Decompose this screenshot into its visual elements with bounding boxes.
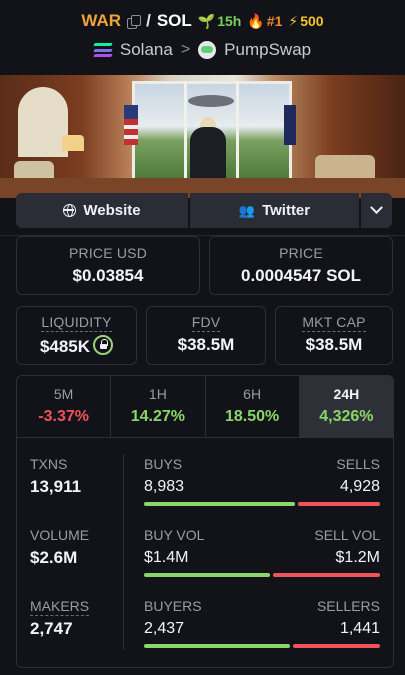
liquidity-value: $485K (39, 337, 91, 356)
tab-6h[interactable]: 6H 18.50% (206, 376, 300, 437)
trending-rank: #1 (266, 13, 283, 29)
price-change-value: 4,326% (319, 408, 374, 425)
volume-stat: VOLUME $2.6M (30, 527, 89, 568)
chain-link[interactable]: Solana (119, 40, 173, 59)
website-button[interactable]: Website (16, 193, 188, 228)
buys-sells-stat: BUYS SELLS 8,983 4,928 (144, 456, 380, 506)
sell-vol-value: $1.2M (335, 549, 380, 566)
users-icon: 👥 (238, 202, 256, 218)
makers-value: 2,747 (30, 619, 73, 638)
fdv-value: $38.5M (177, 335, 235, 354)
price-usd-value: $0.03854 (72, 266, 144, 285)
buy-sell-volume-stat: BUY VOL SELL VOL $1.4M $1.2M (144, 527, 380, 577)
tab-label: 5M (53, 386, 74, 402)
tab-24h[interactable]: 24H 4,326% (299, 376, 393, 437)
price-change-value: -3.37% (38, 408, 89, 425)
pumpswap-logo-icon (198, 41, 217, 59)
price-usd-label: PRICE USD (68, 245, 148, 261)
buy-vol-value: $1.4M (144, 549, 189, 566)
buyers-sellers-bar (144, 644, 380, 648)
tab-label: 24H (333, 386, 360, 402)
txns-stat: TXNS 13,911 (30, 456, 81, 497)
fdv-card: FDV $38.5M (146, 306, 266, 365)
token-banner-image (0, 75, 405, 198)
chevron-down-icon (370, 201, 383, 215)
liquidity-card: LIQUIDITY $485K (16, 306, 137, 365)
volume-value: $2.6M (30, 548, 78, 567)
lightning-icon: ⚡ (288, 12, 299, 29)
txns-value: 13,911 (30, 477, 82, 496)
buyers-label: BUYERS (144, 598, 202, 614)
token-symbol[interactable]: WAR (81, 11, 122, 30)
fdv-label[interactable]: FDV (191, 314, 221, 332)
txns-label: TXNS (30, 456, 68, 472)
buys-sells-bar (144, 502, 380, 506)
boost-count: 500 (300, 13, 324, 29)
pair-header: WAR / SOL 🌱 15h 🔥 #1 ⚡ 500 Solana > PumpSwa… (0, 0, 405, 75)
copy-icon[interactable] (127, 14, 142, 29)
sells-value: 4,928 (339, 478, 380, 495)
breadcrumb-chevron-icon: > (180, 41, 191, 58)
pair-separator: / (146, 11, 151, 30)
price-change-value: 14.27% (130, 408, 185, 425)
twitter-button[interactable]: 👥 Twitter (190, 193, 359, 228)
tab-label: 6H (243, 386, 262, 402)
tab-1h[interactable]: 1H 14.27% (111, 376, 206, 437)
makers-label[interactable]: MAKERS (30, 598, 90, 616)
stats-grid: TXNS 13,911 VOLUME $2.6M MAKERS 2,747 BU… (17, 438, 393, 667)
buyers-value: 2,437 (144, 620, 185, 637)
market-cap-card: MKT CAP $38.5M (275, 306, 393, 365)
sell-vol-label: SELL VOL (314, 527, 380, 543)
sells-label: SELLS (336, 456, 380, 472)
sellers-bar-fill (293, 644, 380, 648)
globe-icon (63, 204, 77, 217)
solana-logo-icon (93, 43, 113, 57)
lock-icon[interactable] (93, 335, 114, 355)
price-native-card: PRICE 0.0004547 SOL (209, 236, 393, 295)
buyers-bar-fill (144, 644, 290, 648)
sellers-value: 1,441 (339, 620, 380, 637)
breadcrumb: Solana > PumpSwap (0, 40, 405, 60)
buys-label: BUYS (144, 456, 183, 472)
sell-vol-bar-fill (273, 573, 380, 577)
tab-label: 1H (148, 386, 167, 402)
buy-vol-label: BUY VOL (144, 527, 205, 543)
price-native-value: 0.0004547 SOL (240, 266, 362, 285)
pair-age: 15h (217, 13, 242, 29)
tab-5m[interactable]: 5M -3.37% (17, 376, 112, 437)
pair-age-badge: 🌱 15h (198, 13, 242, 30)
dex-link[interactable]: PumpSwap (224, 40, 312, 59)
timeframe-tabs: 5M -3.37% 1H 14.27% 6H 18.50% 24H 4,326% (17, 376, 393, 438)
website-label: Website (83, 202, 141, 219)
more-links-button[interactable] (361, 193, 392, 228)
buys-value: 8,983 (144, 478, 185, 495)
social-links: Website 👥 Twitter (16, 193, 392, 228)
market-cap-label[interactable]: MKT CAP (302, 314, 366, 332)
section-divider (0, 235, 405, 236)
price-change-value: 18.50% (224, 408, 280, 425)
pair-title-row: WAR / SOL 🌱 15h 🔥 #1 ⚡ 500 (0, 11, 405, 31)
twitter-label: Twitter (262, 202, 311, 219)
market-cap-value: $38.5M (305, 335, 363, 354)
buys-bar-fill (144, 502, 295, 506)
price-usd-card: PRICE USD $0.03854 (16, 236, 200, 295)
price-native-label: PRICE (279, 245, 323, 261)
sells-bar-fill (298, 502, 380, 506)
buy-vol-bar-fill (144, 573, 270, 577)
liquidity-label[interactable]: LIQUIDITY (41, 314, 112, 332)
trending-rank-badge[interactable]: 🔥 #1 (247, 13, 282, 30)
sellers-label: SELLERS (316, 598, 380, 614)
txn-stats-panel: 5M -3.37% 1H 14.27% 6H 18.50% 24H 4,326%… (16, 375, 394, 668)
buyers-sellers-stat: BUYERS SELLERS 2,437 1,441 (144, 598, 380, 648)
flame-icon: 🔥 (247, 12, 265, 29)
boost-badge[interactable]: ⚡ 500 (288, 13, 323, 30)
seedling-icon: 🌱 (197, 12, 216, 29)
volume-label: VOLUME (30, 527, 90, 543)
quote-symbol: SOL (156, 11, 192, 30)
volume-bar (144, 573, 380, 577)
makers-stat: MAKERS 2,747 (30, 598, 90, 639)
